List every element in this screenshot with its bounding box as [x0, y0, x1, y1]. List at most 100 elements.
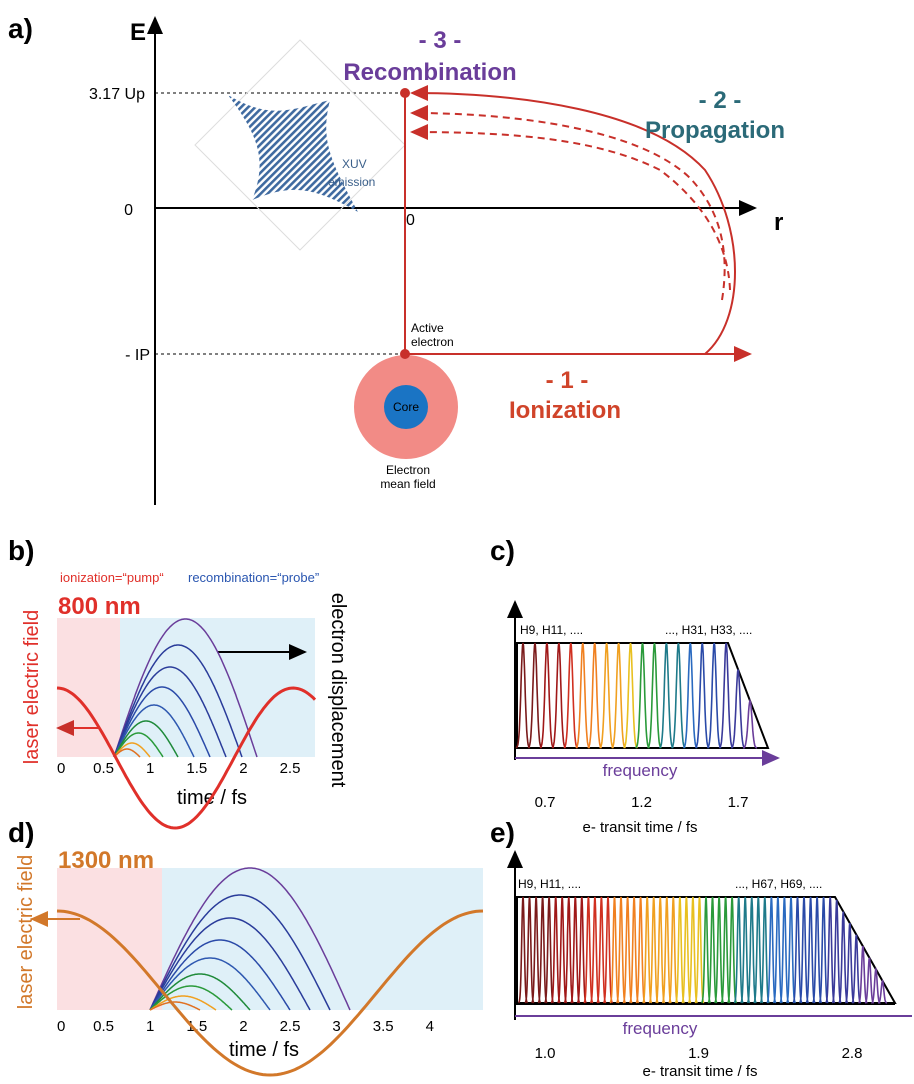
harmonic: [600, 643, 614, 748]
panel-d: d) 1300 nm laser electric field time / f…: [8, 817, 483, 1075]
tick-label: 0.5: [93, 760, 114, 777]
harmonic: [682, 897, 691, 1003]
axis-label: e- transit time / fs: [582, 819, 697, 836]
harmonic: [597, 897, 606, 1003]
harmonic: [747, 897, 756, 1003]
harmonic: [659, 643, 673, 748]
label: ..., H31, H33, ....: [665, 623, 752, 637]
axis-label: r: [774, 209, 783, 236]
tick-label: 0: [406, 212, 415, 229]
axis-label: frequency: [623, 1019, 698, 1038]
harmonic: [576, 643, 590, 748]
label: H9, H11, ....: [520, 623, 583, 637]
harmonic: [590, 897, 599, 1003]
axis-label: laser electric field: [15, 855, 37, 1010]
panel-label: b): [8, 535, 34, 566]
label: XUV: [342, 157, 367, 171]
label: Core: [393, 400, 419, 414]
harmonic: [516, 643, 530, 748]
harmonic: [878, 981, 887, 1003]
harmonic: [525, 897, 534, 1003]
harmonic: [813, 897, 822, 1003]
label: mean field: [380, 477, 435, 491]
harmonic: [671, 643, 685, 748]
tick-label: 0: [57, 1018, 65, 1035]
dot: [400, 88, 410, 98]
harmonic: [767, 897, 776, 1003]
harmonic: [636, 897, 645, 1003]
harmonic: [604, 897, 613, 1003]
step-number: - 1 -: [546, 367, 589, 394]
harmonic: [715, 897, 724, 1003]
label: ..., H67, H69, ....: [735, 877, 822, 891]
harmonic: [558, 897, 567, 1003]
harmonic: [617, 897, 626, 1003]
harmonic: [708, 897, 717, 1003]
tick-label: 0.7: [535, 794, 556, 811]
harmonic: [819, 897, 828, 1003]
harmonic: [741, 897, 750, 1003]
tick-label: 1.0: [535, 1045, 556, 1062]
panel-label: c): [490, 535, 515, 566]
dot: [400, 349, 410, 359]
tick-label: 1: [146, 1018, 154, 1035]
tick-label: 3.5: [373, 1018, 394, 1035]
harmonic: [760, 897, 769, 1003]
tick-label: 2.5: [280, 1018, 301, 1035]
panel-a: a) E r 3.17 Up 0 - IP 0 XUV emission Cor…: [8, 13, 785, 505]
step-name: Recombination: [343, 59, 516, 86]
harmonic: [610, 897, 619, 1003]
harmonic: [643, 897, 652, 1003]
tick-label: 2: [239, 1018, 247, 1035]
harmonic: [839, 912, 848, 1003]
panel-b: b) ionization=“pump“ recombination=“prob…: [8, 535, 349, 828]
panel-c: c) frequency H9, H11, .... ..., H31, H33…: [490, 535, 778, 836]
panel-label: e): [490, 817, 515, 848]
pump-region: [57, 618, 120, 757]
harmonic: [588, 643, 602, 748]
label: emission: [328, 175, 375, 189]
harmonic: [540, 643, 554, 748]
label: electron: [411, 335, 454, 349]
tick-label: 1.5: [186, 760, 207, 777]
tick-label: 0: [124, 202, 133, 219]
tick-label: 4: [426, 1018, 434, 1035]
harmonic: [623, 897, 632, 1003]
tick-label: 3: [332, 1018, 340, 1035]
harmonic: [532, 897, 541, 1003]
panel-label: a): [8, 13, 33, 44]
tick-label: 2: [239, 760, 247, 777]
trajectory: [412, 132, 730, 290]
harmonic: [624, 643, 638, 748]
tick-label: 1.7: [728, 794, 749, 811]
harmonic: [826, 897, 835, 1003]
harmonic: [551, 897, 560, 1003]
axis-label: e- transit time / fs: [642, 1063, 757, 1079]
harmonic: [734, 897, 743, 1003]
harmonic: [780, 897, 789, 1003]
harmonic: [656, 897, 665, 1003]
pump-region: [57, 868, 162, 1010]
harmonic: [538, 897, 547, 1003]
harmonic: [806, 897, 815, 1003]
harmonic: [688, 897, 697, 1003]
harmonic: [564, 643, 578, 748]
harmonic: [545, 897, 554, 1003]
probe-region: [162, 868, 483, 1010]
harmonic: [683, 643, 697, 748]
harmonic: [702, 897, 711, 1003]
harmonic: [648, 643, 662, 748]
harmonic: [564, 897, 573, 1003]
harmonic: [528, 643, 542, 748]
harmonic: [519, 897, 528, 1003]
harmonic: [721, 897, 730, 1003]
harmonic: [754, 897, 763, 1003]
harmonic: [719, 643, 733, 748]
panel-e: e) frequency H9, H11, .... ..., H67, H69…: [490, 817, 912, 1079]
harmonic: [669, 897, 678, 1003]
tick-label: 1.2: [631, 794, 652, 811]
harmonic: [743, 701, 757, 748]
harmonic: [800, 897, 809, 1003]
harmonic: [584, 897, 593, 1003]
tick-label: 2.8: [842, 1045, 863, 1062]
